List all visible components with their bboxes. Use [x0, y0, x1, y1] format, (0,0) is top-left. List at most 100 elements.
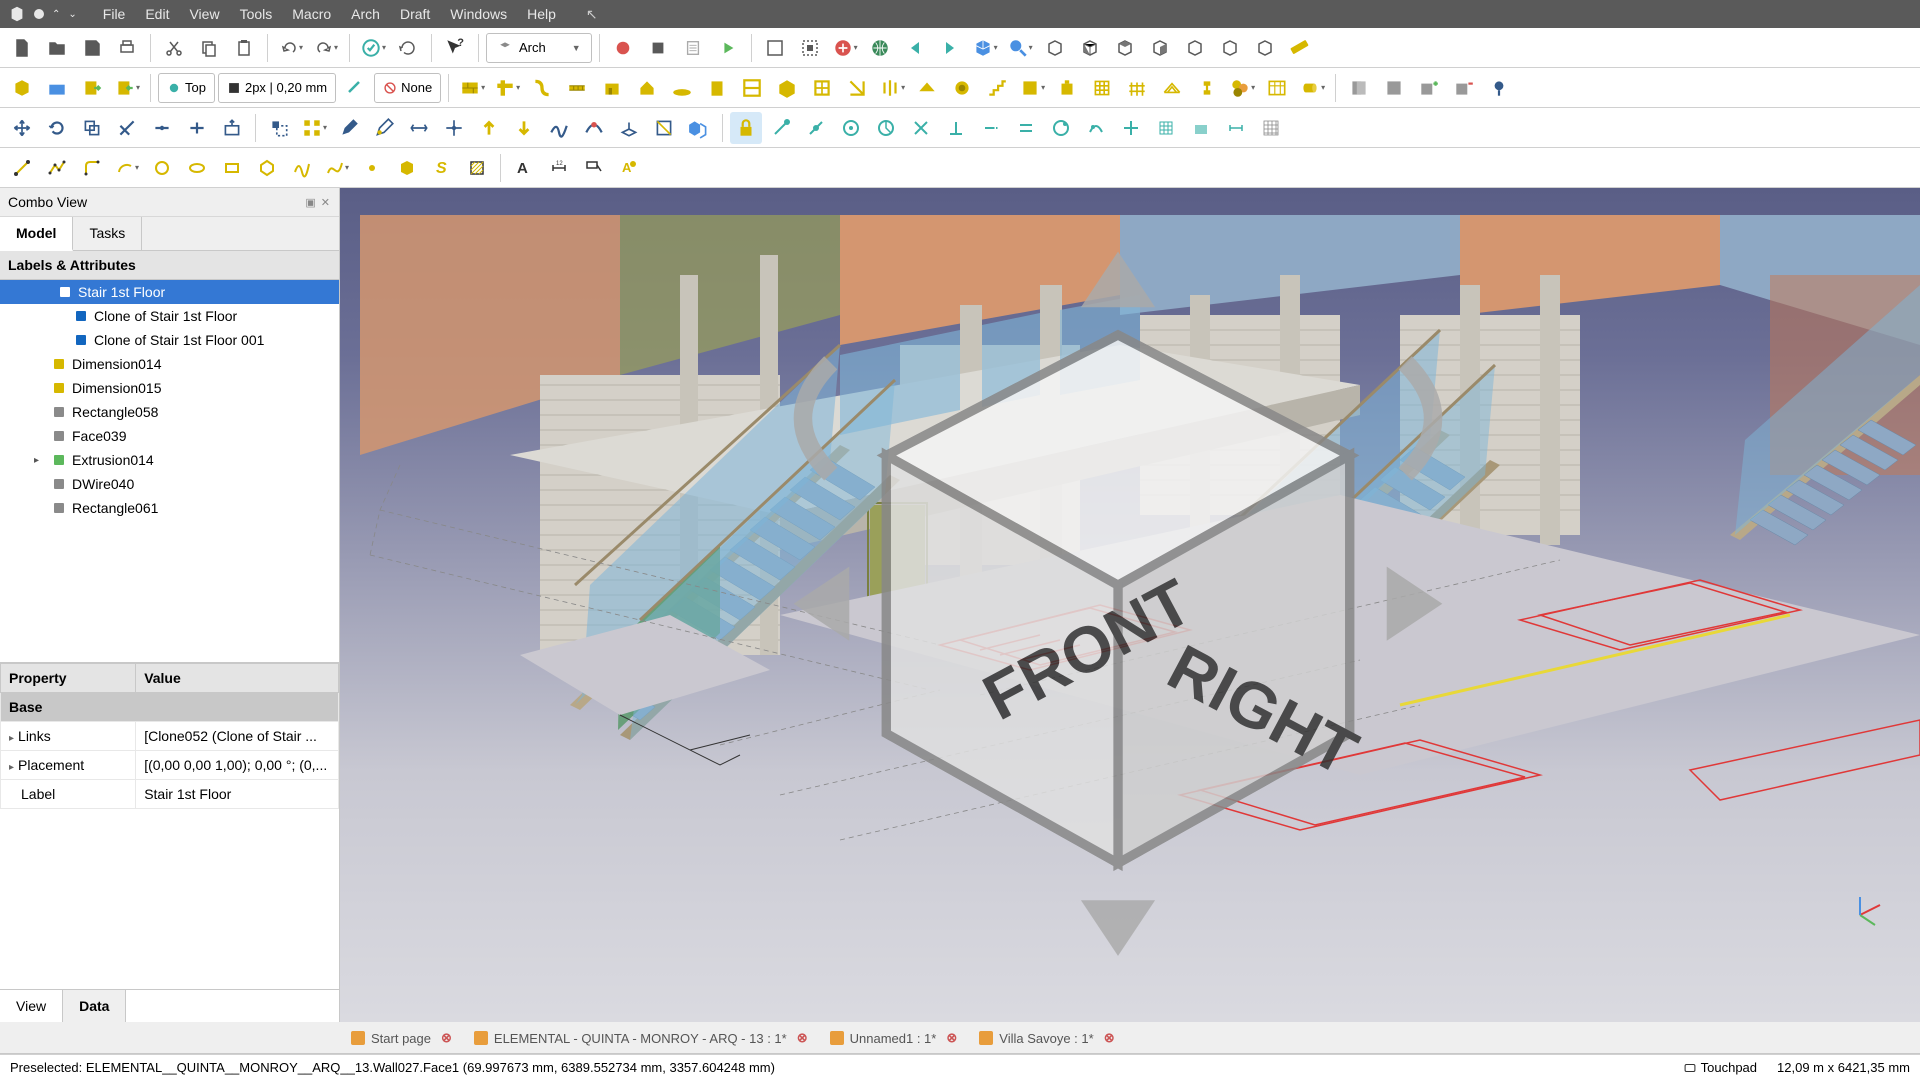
- workbench-selector[interactable]: Arch ▼: [486, 33, 592, 63]
- import-button[interactable]: ▾: [111, 72, 143, 104]
- part-button[interactable]: [6, 72, 38, 104]
- check-button[interactable]: ▾: [357, 32, 389, 64]
- tree-item[interactable]: Clone of Stair 1st Floor 001: [0, 328, 339, 352]
- window-button[interactable]: [806, 72, 838, 104]
- menu-windows[interactable]: Windows: [440, 2, 517, 26]
- snap-center-button[interactable]: [438, 112, 470, 144]
- trimex-button[interactable]: [111, 112, 143, 144]
- snap-endpoint-button[interactable]: [765, 112, 797, 144]
- fit-selection-button[interactable]: [794, 32, 826, 64]
- wall-button[interactable]: ▾: [456, 72, 488, 104]
- property-row[interactable]: ▸Links[Clone052 (Clone of Stair ...: [1, 722, 339, 751]
- bspline-tool-button[interactable]: [286, 152, 318, 184]
- macro-stop-button[interactable]: [642, 32, 674, 64]
- nav-back-button[interactable]: [899, 32, 931, 64]
- menu-caret-up-icon[interactable]: ⌃: [52, 9, 60, 20]
- annotation-style-button[interactable]: A: [613, 152, 645, 184]
- snap-midpoint-button[interactable]: [800, 112, 832, 144]
- tab-data[interactable]: Data: [63, 990, 126, 1022]
- zoom-button[interactable]: ▾: [1004, 32, 1036, 64]
- menu-draft[interactable]: Draft: [390, 2, 440, 26]
- menu-view[interactable]: View: [179, 2, 229, 26]
- space-button[interactable]: [946, 72, 978, 104]
- survey-button[interactable]: [1483, 72, 1515, 104]
- measure-button[interactable]: [1284, 32, 1316, 64]
- close-tab-icon[interactable]: ⊗: [441, 1030, 452, 1046]
- paste-button[interactable]: [228, 32, 260, 64]
- add-point-button[interactable]: [578, 112, 610, 144]
- document-tab[interactable]: Unnamed1 : 1*⊗: [819, 1023, 969, 1053]
- subelement-button[interactable]: [368, 112, 400, 144]
- tree-item[interactable]: Rectangle058: [0, 400, 339, 424]
- edit-button[interactable]: [333, 112, 365, 144]
- new-button[interactable]: [6, 32, 38, 64]
- model-tree[interactable]: Stair 1st FloorClone of Stair 1st FloorC…: [0, 280, 339, 662]
- navigation-cube[interactable]: FRONT RIGHT: [340, 196, 1908, 1022]
- world-button[interactable]: [864, 32, 896, 64]
- style-none-label[interactable]: None: [374, 73, 441, 103]
- truss-button[interactable]: [1156, 72, 1188, 104]
- facebinder-tool-button[interactable]: [391, 152, 423, 184]
- snap-dimensions-button[interactable]: [1220, 112, 1252, 144]
- nav-forward-button[interactable]: [934, 32, 966, 64]
- macro-play-button[interactable]: [712, 32, 744, 64]
- fit-all-button[interactable]: [759, 32, 791, 64]
- label-tool-button[interactable]: [578, 152, 610, 184]
- panel-button[interactable]: ▾: [1016, 72, 1048, 104]
- view-front-button[interactable]: [1074, 32, 1106, 64]
- clone-button[interactable]: [683, 112, 715, 144]
- menu-edit[interactable]: Edit: [135, 2, 179, 26]
- undo-button[interactable]: ▾: [275, 32, 307, 64]
- snap-special-button[interactable]: [1045, 112, 1077, 144]
- snap-ortho-button[interactable]: [1115, 112, 1147, 144]
- toggle-grid-button[interactable]: [1255, 112, 1287, 144]
- split-button[interactable]: [181, 112, 213, 144]
- roof-button[interactable]: [911, 72, 943, 104]
- polygon-tool-button[interactable]: [251, 152, 283, 184]
- join-button[interactable]: [146, 112, 178, 144]
- shapestring-tool-button[interactable]: S: [426, 152, 458, 184]
- macro-record-button[interactable]: [607, 32, 639, 64]
- material-button[interactable]: ▾: [1226, 72, 1258, 104]
- menu-tools[interactable]: Tools: [230, 2, 283, 26]
- property-row[interactable]: ▸Placement[(0,00 0,00 1,00); 0,00 °; (0,…: [1, 751, 339, 780]
- menu-help[interactable]: Help: [517, 2, 566, 26]
- document-tab[interactable]: ELEMENTAL - QUINTA - MONROY - ARQ - 13 :…: [463, 1023, 819, 1053]
- snap-perpendicular-button[interactable]: [940, 112, 972, 144]
- section-button[interactable]: [841, 72, 873, 104]
- building-button[interactable]: [701, 72, 733, 104]
- tree-item[interactable]: Face039: [0, 424, 339, 448]
- schedule-button[interactable]: [1261, 72, 1293, 104]
- tree-item[interactable]: Stair 1st Floor: [0, 280, 339, 304]
- reference-button[interactable]: [771, 72, 803, 104]
- draw-style-button[interactable]: ▾: [829, 32, 861, 64]
- tree-item[interactable]: Dimension014: [0, 352, 339, 376]
- tab-tasks[interactable]: Tasks: [73, 217, 142, 250]
- snap-extension-button[interactable]: [975, 112, 1007, 144]
- shape2dview-button[interactable]: [613, 112, 645, 144]
- level-button[interactable]: [736, 72, 768, 104]
- fillet-tool-button[interactable]: [76, 152, 108, 184]
- up-button[interactable]: [473, 112, 505, 144]
- arc-tool-button[interactable]: ▾: [111, 152, 143, 184]
- view-right-button[interactable]: [1144, 32, 1176, 64]
- line-width-label[interactable]: 2px | 0,20 mm: [218, 73, 336, 103]
- snap-center-circle-button[interactable]: [835, 112, 867, 144]
- menu-file[interactable]: File: [93, 2, 136, 26]
- floor-button[interactable]: [561, 72, 593, 104]
- fence-button[interactable]: [1121, 72, 1153, 104]
- wire-to-bspline-button[interactable]: [543, 112, 575, 144]
- wire-tool-button[interactable]: [41, 152, 73, 184]
- whats-this-button[interactable]: ?: [439, 32, 471, 64]
- move-button[interactable]: [6, 112, 38, 144]
- dimension-flip-button[interactable]: [403, 112, 435, 144]
- circle-tool-button[interactable]: [146, 152, 178, 184]
- frame-button[interactable]: [1086, 72, 1118, 104]
- point-tool-button[interactable]: [356, 152, 388, 184]
- cut-line-button[interactable]: [1378, 72, 1410, 104]
- bezier-tool-button[interactable]: ▾: [321, 152, 353, 184]
- view-left-button[interactable]: [1249, 32, 1281, 64]
- copy-button[interactable]: [193, 32, 225, 64]
- tree-item[interactable]: ▸Extrusion014: [0, 448, 339, 472]
- buildingpart-button[interactable]: [596, 72, 628, 104]
